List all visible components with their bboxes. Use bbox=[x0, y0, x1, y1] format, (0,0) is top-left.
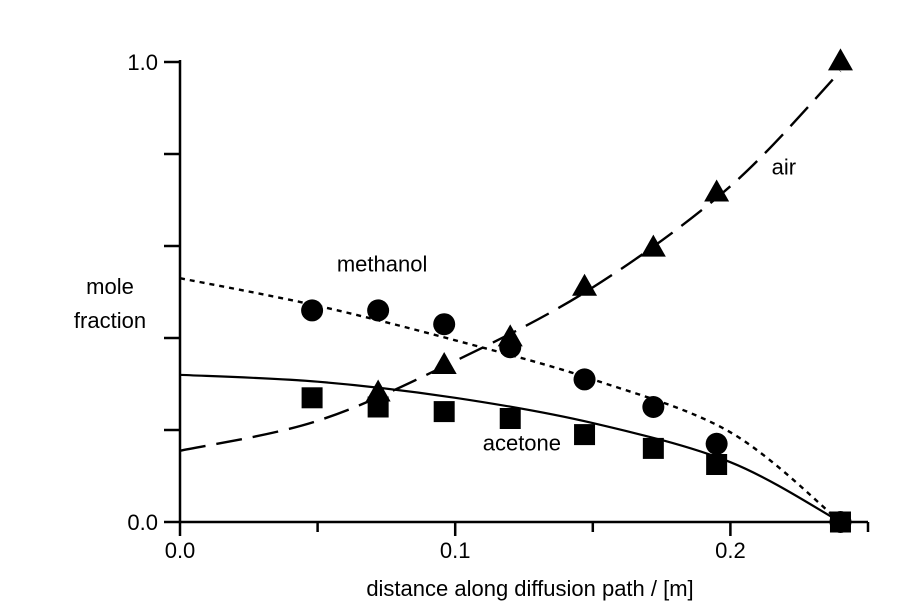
acetone-point bbox=[301, 387, 323, 409]
air-point bbox=[704, 179, 730, 202]
y-tick-label: 0.0 bbox=[127, 510, 158, 535]
axes bbox=[178, 60, 868, 524]
air-point bbox=[827, 48, 853, 71]
methanol-fit-line bbox=[179, 277, 842, 523]
methanol-point bbox=[301, 299, 324, 322]
acetone-point bbox=[574, 424, 596, 446]
methanol-point bbox=[573, 368, 596, 391]
air-point bbox=[365, 379, 391, 402]
x-tick-label: 0.2 bbox=[715, 538, 746, 563]
air-point bbox=[640, 234, 666, 257]
methanol-point bbox=[642, 396, 665, 418]
acetone-point bbox=[499, 408, 521, 429]
methanol-point bbox=[433, 313, 456, 336]
air-point bbox=[431, 351, 457, 374]
air-point bbox=[572, 273, 598, 296]
acetone-fit-line bbox=[179, 373, 842, 523]
annotation-acetone: acetone bbox=[483, 431, 561, 456]
annotation-methanol: methanol bbox=[337, 251, 428, 276]
x-tick-label: 0.1 bbox=[440, 538, 471, 563]
acetone-point bbox=[433, 401, 455, 423]
annotations: methanol air acetone bbox=[337, 155, 796, 456]
methanol-point bbox=[367, 299, 390, 322]
x-axis-title: distance along diffusion path / [m] bbox=[366, 576, 693, 601]
acetone-point bbox=[829, 511, 851, 533]
x-tick-label: 0.0 bbox=[165, 538, 196, 563]
acetone-point bbox=[642, 437, 664, 459]
y-axis-title-line-2: fraction bbox=[74, 308, 146, 333]
methanol-point bbox=[705, 432, 728, 455]
markers bbox=[301, 48, 853, 533]
fit-lines bbox=[179, 70, 842, 523]
ticks: 0.0 1.0 0.0 0.1 0.2 bbox=[127, 50, 870, 563]
y-axis-title-line-1: mole bbox=[86, 274, 134, 299]
annotation-air: air bbox=[772, 155, 796, 180]
acetone-point bbox=[367, 396, 389, 418]
y-tick-label: 1.0 bbox=[127, 50, 158, 75]
acetone-point bbox=[706, 454, 728, 475]
air-point bbox=[497, 324, 523, 347]
air-fit-line bbox=[179, 70, 842, 452]
